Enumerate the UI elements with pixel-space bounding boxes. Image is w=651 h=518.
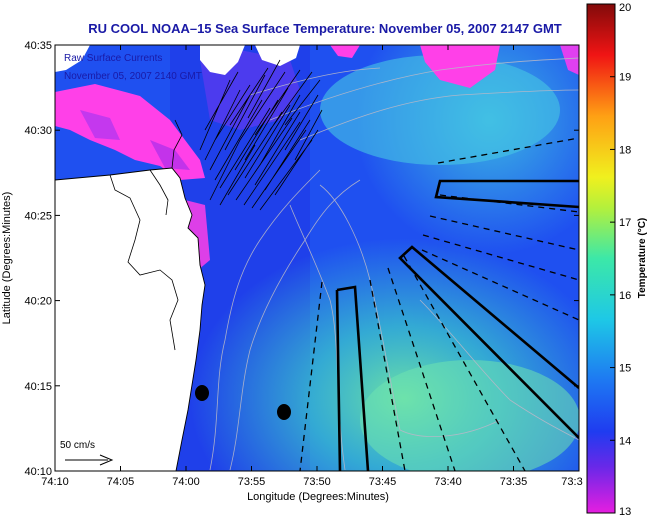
colorbar-tick-label: 17 [619,217,631,229]
land-mass [55,168,205,471]
x-tick-label: 73:45 [369,476,397,488]
x-axis-label: Longitude (Degrees:Minutes) [247,491,389,503]
transect-box-east [434,179,579,209]
colorbar-tick-label: 15 [619,363,631,375]
station-marker [277,404,291,420]
surface-current-vectors [199,59,323,211]
colorbar-tick-label: 13 [619,506,631,518]
map-title: RU COOL NOAA–15 Sea Surface Temperature:… [88,21,562,36]
x-tick-label: 73:40 [434,476,462,488]
colorbar-tick-label: 19 [619,72,631,84]
x-axis-ticks: 74:10 74:05 74:00 73:55 73:50 73:45 73:40 73:35… [41,45,583,488]
y-axis-ticks: 40:35 40:30 40:25 40:20 40:15 40:10 [24,40,579,478]
overlay-line-1: Raw Surface Currents [64,53,162,64]
colorbar-tick-label: 20 [619,2,631,14]
colorbar-tick-label: 16 [619,290,631,302]
x-tick-label: 73:50 [303,476,331,488]
x-tick-label: 73:35 [500,476,528,488]
x-tick-label: 73:55 [238,476,266,488]
colorbar-tick-label: 18 [619,144,631,156]
radial-dashed-lines [299,137,579,471]
transect-box-southeast [398,245,579,439]
y-tick-label: 40:20 [24,296,52,308]
plot-area [55,45,579,471]
scale-arrow [65,454,114,466]
colorbar-tick-label: 14 [619,435,631,447]
transect-boxes [335,179,579,471]
y-tick-label: 40:10 [24,466,52,478]
colorbar-ticks: 20 19 18 17 16 15 14 13 [610,2,631,518]
x-tick-label: 74:00 [172,476,200,488]
x-tick-label: 74:05 [107,476,135,488]
station-marker [195,385,209,401]
coastline [55,167,206,471]
colorbar: 20 19 18 17 16 15 14 13 Temperature (°C) [586,2,648,518]
y-axis-label: Latitude (Degrees:Minutes) [1,192,13,325]
x-tick-label: 74:10 [41,476,69,488]
y-tick-label: 40:15 [24,381,52,393]
y-tick-label: 40:30 [24,125,52,137]
y-tick-label: 40:35 [24,40,52,52]
transect-box-south [335,285,370,471]
scale-label: 50 cm/s [60,440,95,451]
colorbar-label: Temperature (°C) [637,218,648,299]
overlay-line-2: November 05, 2007 2140 GMT [64,71,202,82]
x-tick-label: 73:3 [561,476,582,488]
colorbar-gradient [586,3,616,514]
y-tick-label: 40:25 [24,210,52,222]
